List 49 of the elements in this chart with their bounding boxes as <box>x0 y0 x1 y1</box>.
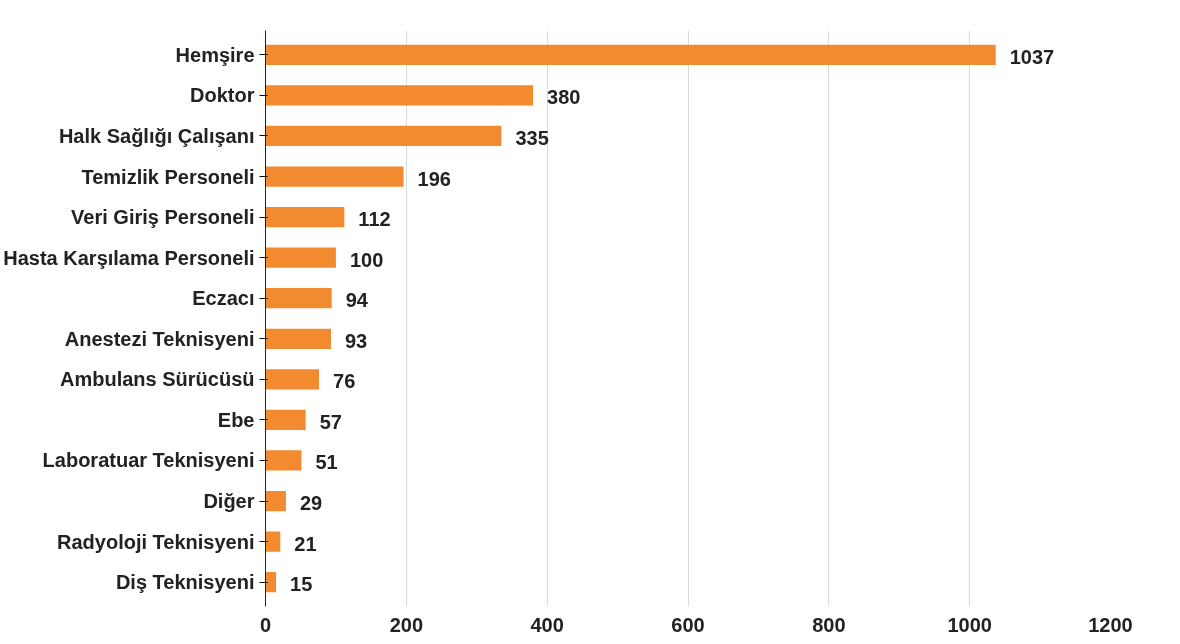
data-label: 94 <box>345 289 369 312</box>
y-tick-label: Ebe <box>217 408 255 431</box>
x-tick-label: 0 <box>259 613 272 636</box>
bar <box>265 288 332 309</box>
bar <box>265 409 306 431</box>
data-label: 112 <box>358 208 391 231</box>
y-tick-label: Anestezi Teknisyeni <box>64 327 255 350</box>
y-tick-label: Doktor <box>190 84 255 107</box>
data-label: 21 <box>294 532 317 555</box>
y-tick-label: Halk Sağlığı Çalışanı <box>58 124 255 147</box>
x-tick-label: 200 <box>389 613 424 636</box>
bar <box>265 531 281 552</box>
data-label: 380 <box>547 86 581 109</box>
x-tick-label: 400 <box>530 613 564 636</box>
bar <box>265 125 502 147</box>
bar <box>265 85 534 106</box>
bar <box>265 572 277 593</box>
data-label: 51 <box>315 451 338 474</box>
y-tick-label: Diğer <box>203 490 255 513</box>
x-tick-label: 600 <box>671 613 705 636</box>
data-label: 100 <box>349 248 384 271</box>
y-tick-label: Temizlik Personeli <box>81 165 255 188</box>
bar <box>265 166 404 187</box>
y-tick-label: Hemşire <box>175 43 255 66</box>
y-tick-label: Ambulans Sürücüsü <box>60 368 255 391</box>
data-label: 1037 <box>1009 45 1055 68</box>
x-tick-label: 1200 <box>1088 613 1133 636</box>
y-tick-label: Diş Teknisyeni <box>115 571 255 594</box>
y-tick-label: Radyoloji Teknisyeni <box>57 530 255 553</box>
bar <box>265 44 996 65</box>
data-label: 76 <box>333 370 356 393</box>
y-tick-label: Hasta Karşılama Personeli <box>3 246 255 269</box>
y-tick-label: Veri Giriş Personeli <box>71 206 255 229</box>
data-label: 196 <box>417 167 451 190</box>
bar <box>265 450 302 471</box>
bar <box>265 247 336 268</box>
bar <box>265 206 345 228</box>
data-label: 29 <box>299 492 323 515</box>
x-tick-label: 1000 <box>947 613 992 636</box>
data-label: 335 <box>515 126 549 149</box>
y-tick-label: Eczacı <box>192 287 255 310</box>
x-tick-label: 800 <box>812 613 846 636</box>
data-label: 57 <box>319 410 342 433</box>
y-tick-label: Laboratuar Teknisyeni <box>42 449 255 472</box>
bar <box>265 490 286 512</box>
bar <box>265 328 331 349</box>
bar <box>265 369 320 390</box>
data-label: 93 <box>344 329 368 352</box>
data-label: 15 <box>290 573 313 596</box>
